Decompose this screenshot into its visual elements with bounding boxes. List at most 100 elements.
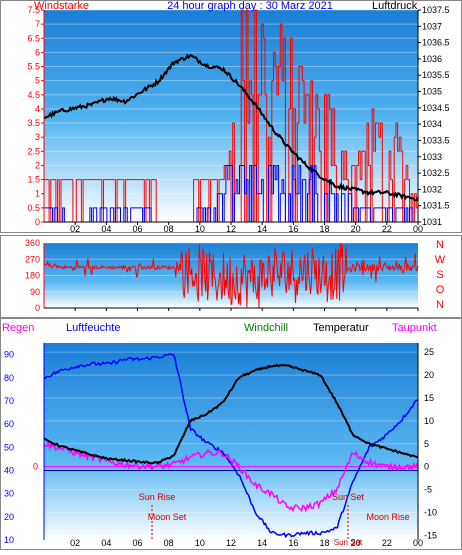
- pressure-tick-label: 1036: [422, 54, 442, 64]
- temperature-label: Temperatur: [313, 322, 369, 334]
- dewpoint-line: [43, 440, 419, 513]
- wind-tick-label: 0.5: [27, 203, 40, 213]
- sun-set-label: Sun Set: [332, 492, 365, 502]
- wind-tick-label: 4.5: [27, 90, 40, 100]
- top-hour-label: 18: [319, 224, 329, 234]
- humidity-line: [43, 353, 419, 539]
- rain-label: Regen: [2, 322, 34, 334]
- humidity-tick-label: 70: [4, 396, 14, 406]
- windchill-label: Windchill: [244, 322, 288, 334]
- top-hour-label: 02: [70, 224, 80, 234]
- compass-letter: W: [435, 254, 446, 266]
- temperature-series: [43, 363, 419, 465]
- humidity-label: Luftfeuchte: [66, 322, 120, 334]
- pressure-tick-label: 1036.5: [422, 38, 450, 48]
- moon-rise-label: Moon Rise: [366, 512, 409, 522]
- wind-tick-label: 7: [35, 19, 40, 29]
- compass-letter: S: [436, 269, 443, 281]
- humidity-tick-label: 20: [4, 512, 14, 522]
- sun-set-overlap-label: Sun Set: [334, 538, 363, 547]
- wind-average-series: [43, 165, 418, 223]
- direction-tick-label: 90: [30, 287, 40, 297]
- humidity-tick-label: 80: [4, 373, 14, 383]
- top-hour-label: 10: [195, 224, 205, 234]
- temperature-tick-label: 15: [424, 393, 434, 403]
- bottom-hour-label: 20: [351, 538, 361, 548]
- bottom-hour-label: 10: [195, 538, 205, 548]
- temperature-line: [43, 363, 419, 465]
- pressure-tick-label: 1035.5: [422, 70, 450, 80]
- bottom-hour-label: 08: [164, 538, 174, 548]
- temperature-tick-label: 0: [424, 462, 429, 472]
- wind-tick-label: 2: [35, 160, 40, 170]
- wind-axis-title: Windstarke: [34, 0, 89, 12]
- bottom-hour-label: 04: [101, 538, 111, 548]
- bottom-hour-label: 18: [319, 538, 329, 548]
- wind-tick-label: 1.5: [27, 175, 40, 185]
- wind-tick-label: 0: [35, 217, 40, 227]
- bottom-hour-label: 16: [288, 538, 298, 548]
- wind-tick-label: 1: [35, 189, 40, 199]
- pressure-tick-label: 1035: [422, 87, 442, 97]
- pressure-series: [43, 53, 419, 202]
- top-hour-label: 14: [257, 224, 267, 234]
- wind-average-line: [43, 165, 418, 223]
- direction-tick-label: 0: [35, 303, 40, 313]
- direction-axes: 0 90 180 270 360: [25, 238, 419, 313]
- wind-tick-label: 3: [35, 132, 40, 142]
- temperature-tick-label: 25: [424, 347, 434, 357]
- wind-tick-label: 7.5: [27, 5, 40, 15]
- humidity-series: [43, 353, 419, 539]
- pressure-tick-label: 1034.5: [422, 103, 450, 113]
- wind-tick-label: 2.5: [27, 146, 40, 156]
- wind-tick-label: 3.5: [27, 118, 40, 128]
- top-hour-label: 04: [101, 224, 111, 234]
- temperature-tick-label: 5: [424, 439, 429, 449]
- humidity-tick-label: 40: [4, 465, 14, 475]
- top-hour-label: 06: [132, 224, 142, 234]
- chart-title: 24 hour graph day : 30 Marz 2021: [167, 0, 333, 12]
- wind-tick-label: 5: [35, 76, 40, 86]
- bottom-plot-area: [44, 343, 418, 540]
- compass-letter: O: [436, 284, 445, 296]
- moon-set-label: Moon Set: [148, 512, 187, 522]
- bottom-hour-label: 02: [70, 538, 80, 548]
- wind-direction-line: [44, 242, 419, 308]
- pressure-tick-label: 1034: [422, 119, 442, 129]
- bottom-hour-label: 12: [226, 538, 236, 548]
- wind-tick-label: 6.5: [27, 33, 40, 43]
- direction-tick-label: 180: [25, 271, 40, 281]
- humidity-tick-label: 50: [4, 442, 14, 452]
- humidity-tick-label: 10: [4, 535, 14, 545]
- pressure-tick-label: 1032.5: [422, 168, 450, 178]
- wind-tick-label: 5.5: [27, 62, 40, 72]
- temperature-tick-label: -15: [424, 530, 437, 540]
- direction-tick-label: 270: [25, 254, 40, 264]
- top-hour-label: 16: [288, 224, 298, 234]
- pressure-tick-label: 1037: [422, 21, 442, 31]
- wind-gust-series: [43, 9, 418, 223]
- humidity-tick-label: 90: [4, 350, 14, 360]
- pressure-axis-title: Luftdruck: [372, 0, 418, 12]
- pressure-tick-label: 1031.5: [422, 201, 450, 211]
- zero-label: 0: [33, 462, 38, 472]
- direction-tick-label: 360: [25, 238, 40, 248]
- pressure-tick-label: 1033: [422, 152, 442, 162]
- temperature-tick-label: 20: [424, 370, 434, 380]
- compass-letter: N: [436, 239, 444, 251]
- dewpoint-label: Taupunkt: [392, 322, 437, 334]
- wind-gust-line: [43, 9, 418, 223]
- top-hour-label: 12: [226, 224, 236, 234]
- top-hour-label: 00: [413, 224, 423, 234]
- humidity-tick-label: 60: [4, 419, 14, 429]
- top-hour-label: 08: [164, 224, 174, 234]
- temperature-tick-label: -5: [424, 485, 432, 495]
- bottom-hour-label: 22: [382, 538, 392, 548]
- pressure-tick-label: 1037.5: [422, 5, 450, 15]
- temperature-tick-label: -10: [424, 508, 437, 518]
- sun-rise-label: Sun Rise: [139, 492, 176, 502]
